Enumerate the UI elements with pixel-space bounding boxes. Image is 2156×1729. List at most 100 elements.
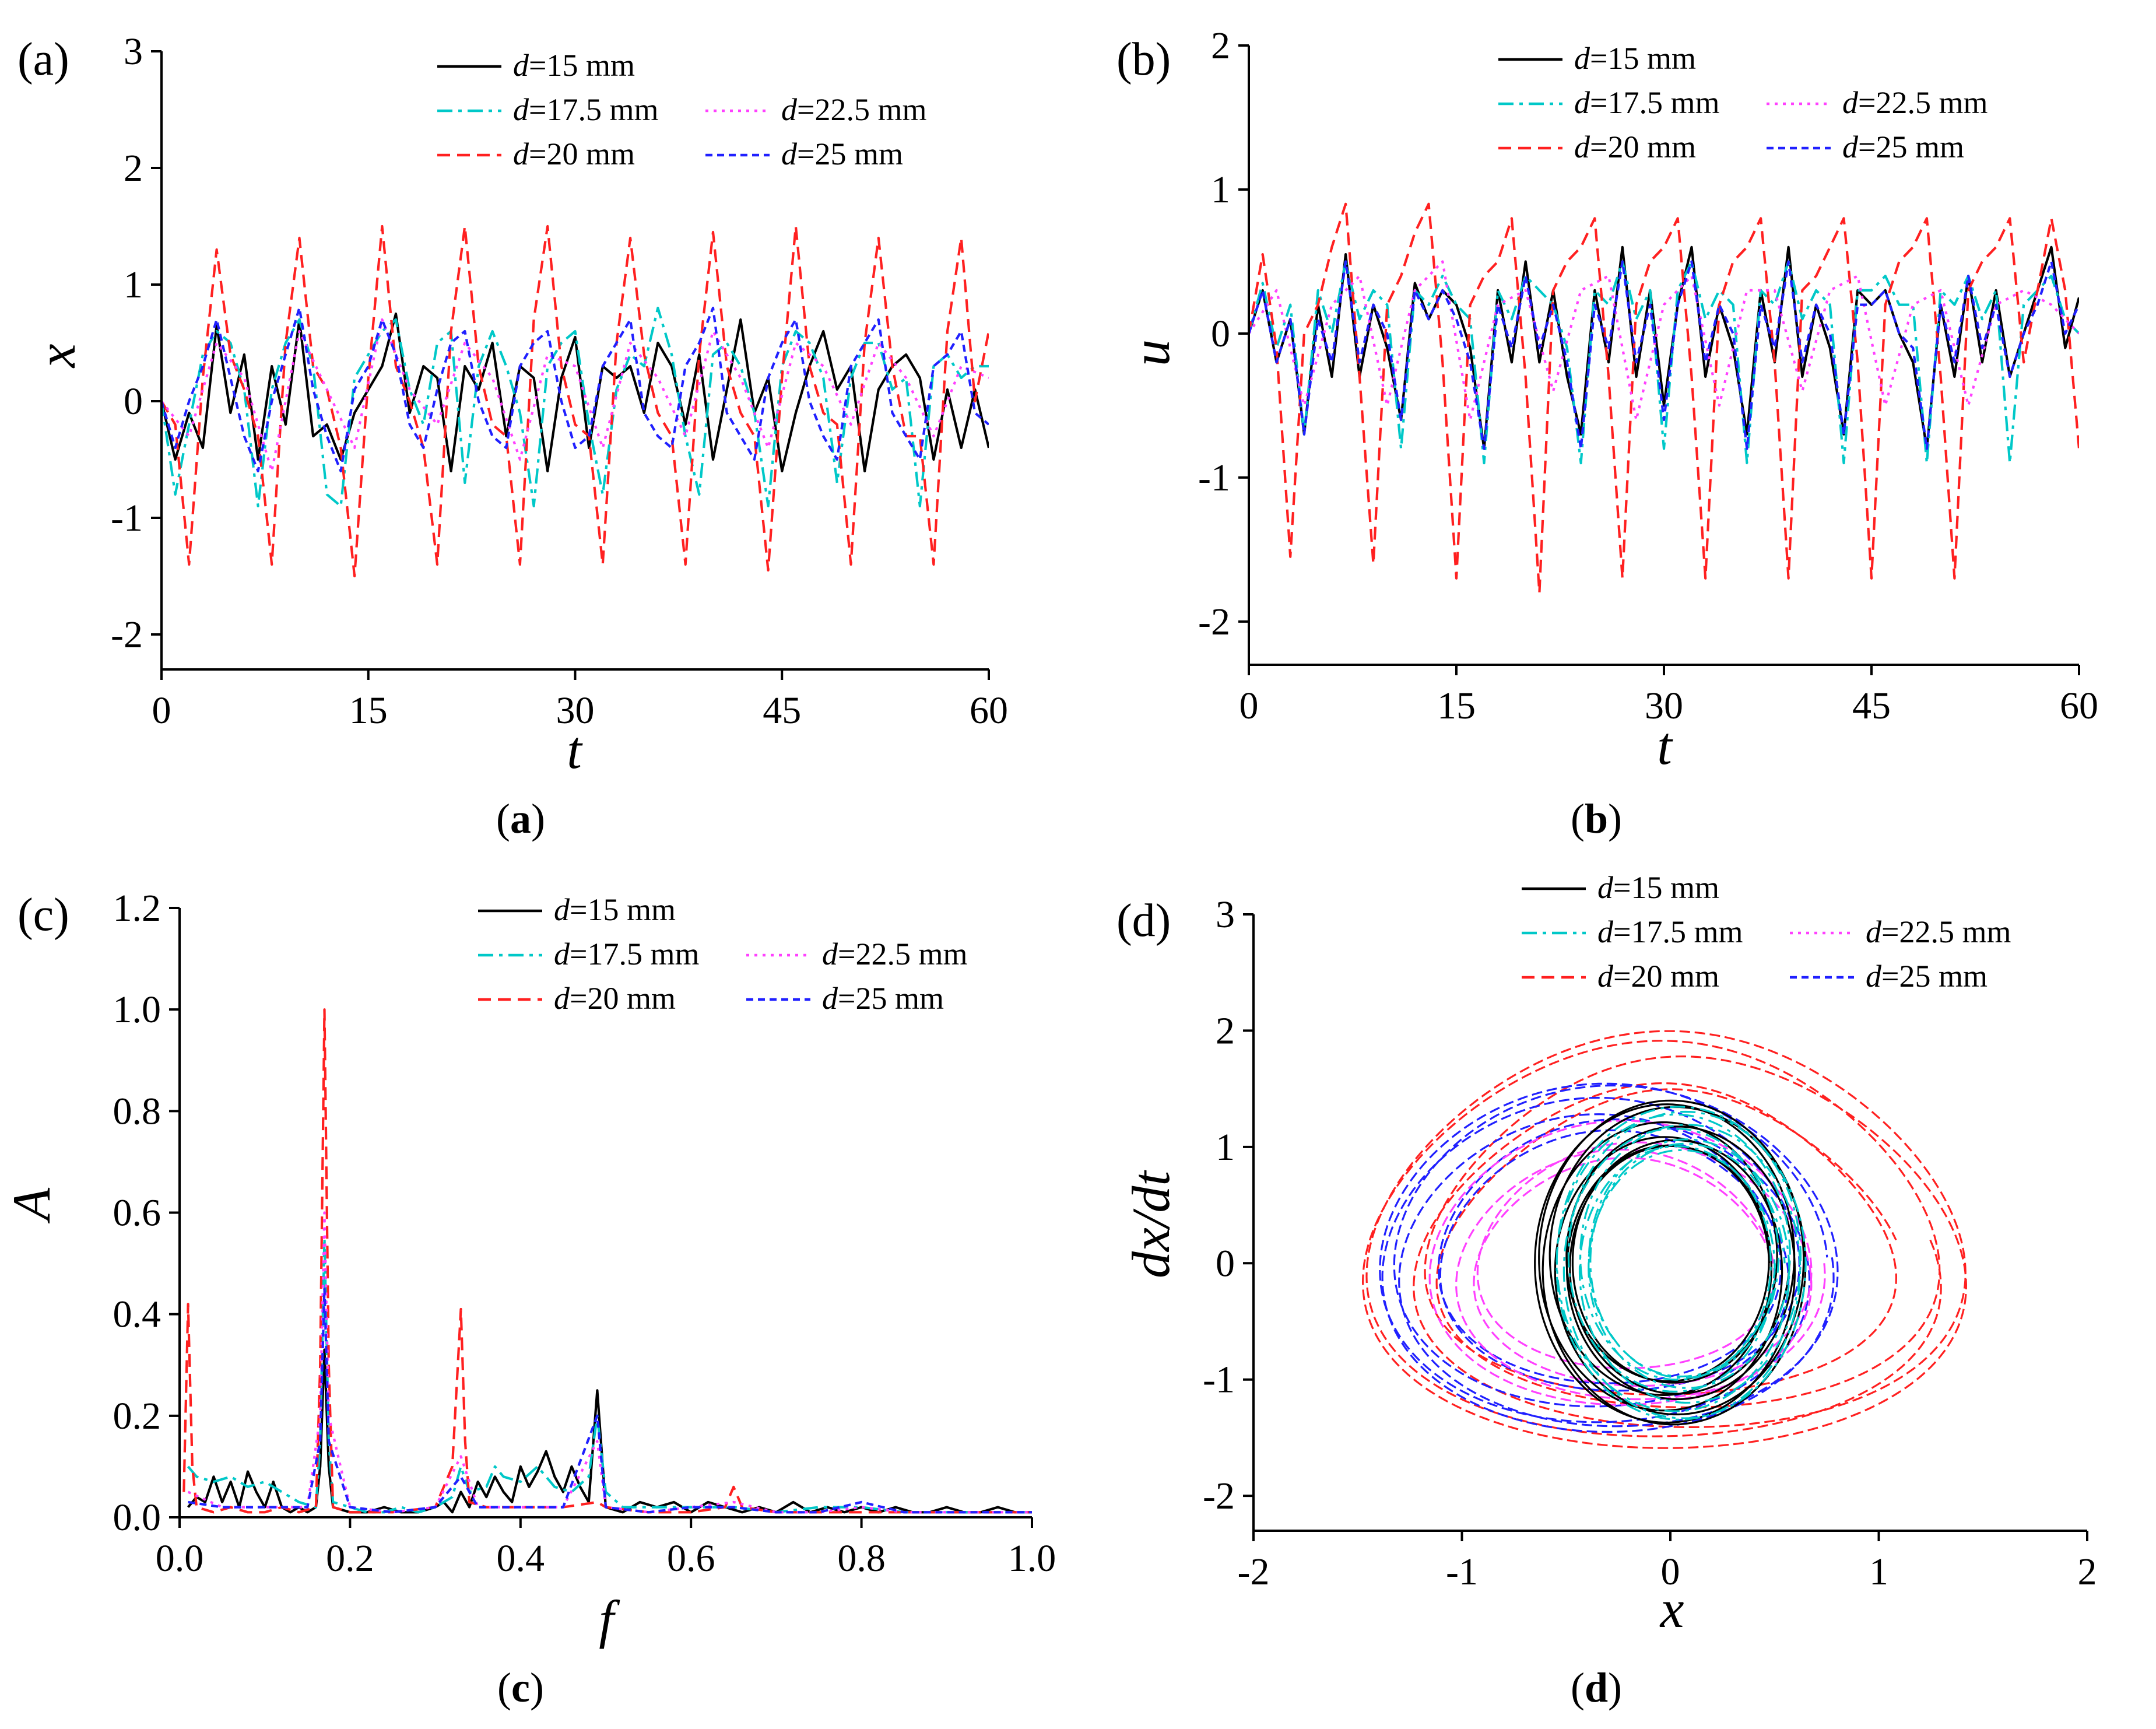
legend-label: d=15 mm [1597, 870, 1719, 905]
legend-var: d [554, 937, 570, 972]
legend-label: d=22.5 mm [1842, 85, 1988, 120]
x-tick-label: 0.0 [156, 1537, 204, 1580]
y-tick-label: 0 [124, 380, 143, 423]
legend-item: d=22.5 mm [746, 937, 967, 972]
series-line-d-25-mm [188, 1288, 1032, 1514]
legend-value: =20 mm [1613, 959, 1719, 994]
y-tick-label: -1 [1203, 1359, 1235, 1401]
legend-label: d=25 mm [1866, 959, 1988, 994]
x-tick-label: 0.4 [497, 1537, 545, 1580]
legend-label: d=20 mm [513, 136, 635, 171]
y-tick-label: 2 [1216, 1009, 1235, 1052]
y-tick-label: 3 [124, 30, 143, 73]
legend-item: d=15 mm [1522, 870, 1719, 905]
series-line-d-25-mm [161, 306, 989, 473]
y-tick-label: 0.8 [113, 1090, 161, 1132]
x-tick-label: -2 [1238, 1551, 1270, 1593]
caption-close: ) [530, 1664, 544, 1711]
series-line-d-20-mm [1249, 202, 2079, 594]
legend-label: d=22.5 mm [822, 937, 967, 972]
x-tick-label: 1 [1869, 1551, 1888, 1593]
legend-label: d=20 mm [1574, 129, 1696, 164]
legend-var: d [554, 892, 570, 927]
legend-item: d=15 mm [437, 48, 635, 83]
legend-var: d [1574, 129, 1590, 164]
legend: d=15 mmd=17.5 mmd=20 mmd=22.5 mmd=25 mm [478, 892, 967, 1016]
panel-caption: (c) [497, 1664, 544, 1711]
x-tick-label: 0 [152, 689, 171, 732]
legend-var: d [1574, 85, 1590, 120]
legend-var: d [513, 48, 529, 83]
legend-item: d=20 mm [478, 981, 676, 1016]
legend-label: d=25 mm [822, 981, 944, 1016]
legend-label: d=15 mm [1574, 41, 1696, 76]
legend-item: d=25 mm [705, 136, 903, 171]
y-tick-label: 0.0 [113, 1496, 161, 1539]
series-line-d-22_5-mm [1249, 260, 2079, 422]
panel-caption: (a) [496, 795, 545, 842]
y-tick-label: 1.0 [113, 988, 161, 1031]
panel-caption: (d) [1571, 1664, 1622, 1711]
x-tick-label: 45 [1852, 685, 1891, 727]
series-line-d-25-mm [1249, 260, 2079, 450]
y-tick-label: 1 [1216, 1126, 1235, 1169]
legend-item: d=20 mm [437, 136, 635, 171]
legend-value: =17.5 mm [1590, 85, 1719, 120]
y-tick-label: -2 [1198, 601, 1230, 643]
plot-area [1362, 1030, 1967, 1449]
legend-item: d=17.5 mm [1498, 85, 1719, 120]
series-line-d-17_5-mm [161, 306, 989, 508]
legend-item: d=17.5 mm [437, 92, 658, 127]
x-axis-label: x [1659, 1579, 1684, 1639]
series-line-d-20-mm [161, 225, 989, 578]
x-axis-label: t [1657, 716, 1673, 776]
legend-label: d=20 mm [554, 981, 676, 1016]
legend-item: d=20 mm [1522, 959, 1719, 994]
legend-value: =22.5 mm [838, 937, 967, 972]
legend-label: d=25 mm [781, 136, 903, 171]
legend-item: d=17.5 mm [1522, 914, 1743, 949]
legend-var: d [554, 981, 570, 1016]
caption-open: ( [497, 1664, 511, 1711]
legend-item: d=25 mm [1790, 959, 1988, 994]
series-line-d-22_5-mm [187, 1211, 1032, 1514]
x-tick-label: 0 [1239, 685, 1259, 727]
y-axis-label: u [1121, 339, 1181, 366]
legend-item: d=22.5 mm [705, 92, 926, 127]
y-tick-label: 0 [1211, 313, 1230, 355]
panel-caption: (b) [1571, 795, 1622, 842]
x-tick-label: 15 [349, 689, 388, 732]
legend-label: d=17.5 mm [554, 937, 699, 972]
legend-label: d=25 mm [1842, 129, 1964, 164]
legend-value: =20 mm [529, 136, 635, 171]
legend-value: =22.5 mm [1858, 85, 1988, 120]
plot-area [182, 1008, 1032, 1514]
legend-var: d [781, 136, 798, 171]
y-tick-label: 3 [1216, 893, 1235, 936]
y-tick-label: -2 [111, 613, 143, 656]
caption-letter: d [1585, 1664, 1608, 1711]
legend-label: d=17.5 mm [513, 92, 658, 127]
legend-var: d [1866, 959, 1882, 994]
legend-value: =22.5 mm [797, 92, 926, 127]
x-axis-label: f [599, 1590, 620, 1649]
y-tick-label: 1.2 [113, 887, 161, 930]
x-tick-label: 0.6 [667, 1537, 715, 1580]
legend-label: d=20 mm [1597, 959, 1719, 994]
legend-var: d [1866, 914, 1882, 949]
y-tick-label: 0.6 [113, 1192, 161, 1235]
legend-var: d [822, 981, 838, 1016]
y-tick-label: 0.2 [113, 1395, 161, 1437]
plot-area [1249, 202, 2079, 594]
panel-tag: (b) [1116, 34, 1171, 85]
legend-label: d=17.5 mm [1574, 85, 1719, 120]
x-tick-label: 60 [970, 689, 1008, 732]
y-axis-label: dx/dt [1121, 1170, 1181, 1278]
x-axis-label: t [567, 720, 583, 780]
legend-item: d=25 mm [1767, 129, 1964, 164]
series-line-d-20-mm [182, 1008, 1032, 1514]
caption-close: ) [531, 795, 545, 842]
